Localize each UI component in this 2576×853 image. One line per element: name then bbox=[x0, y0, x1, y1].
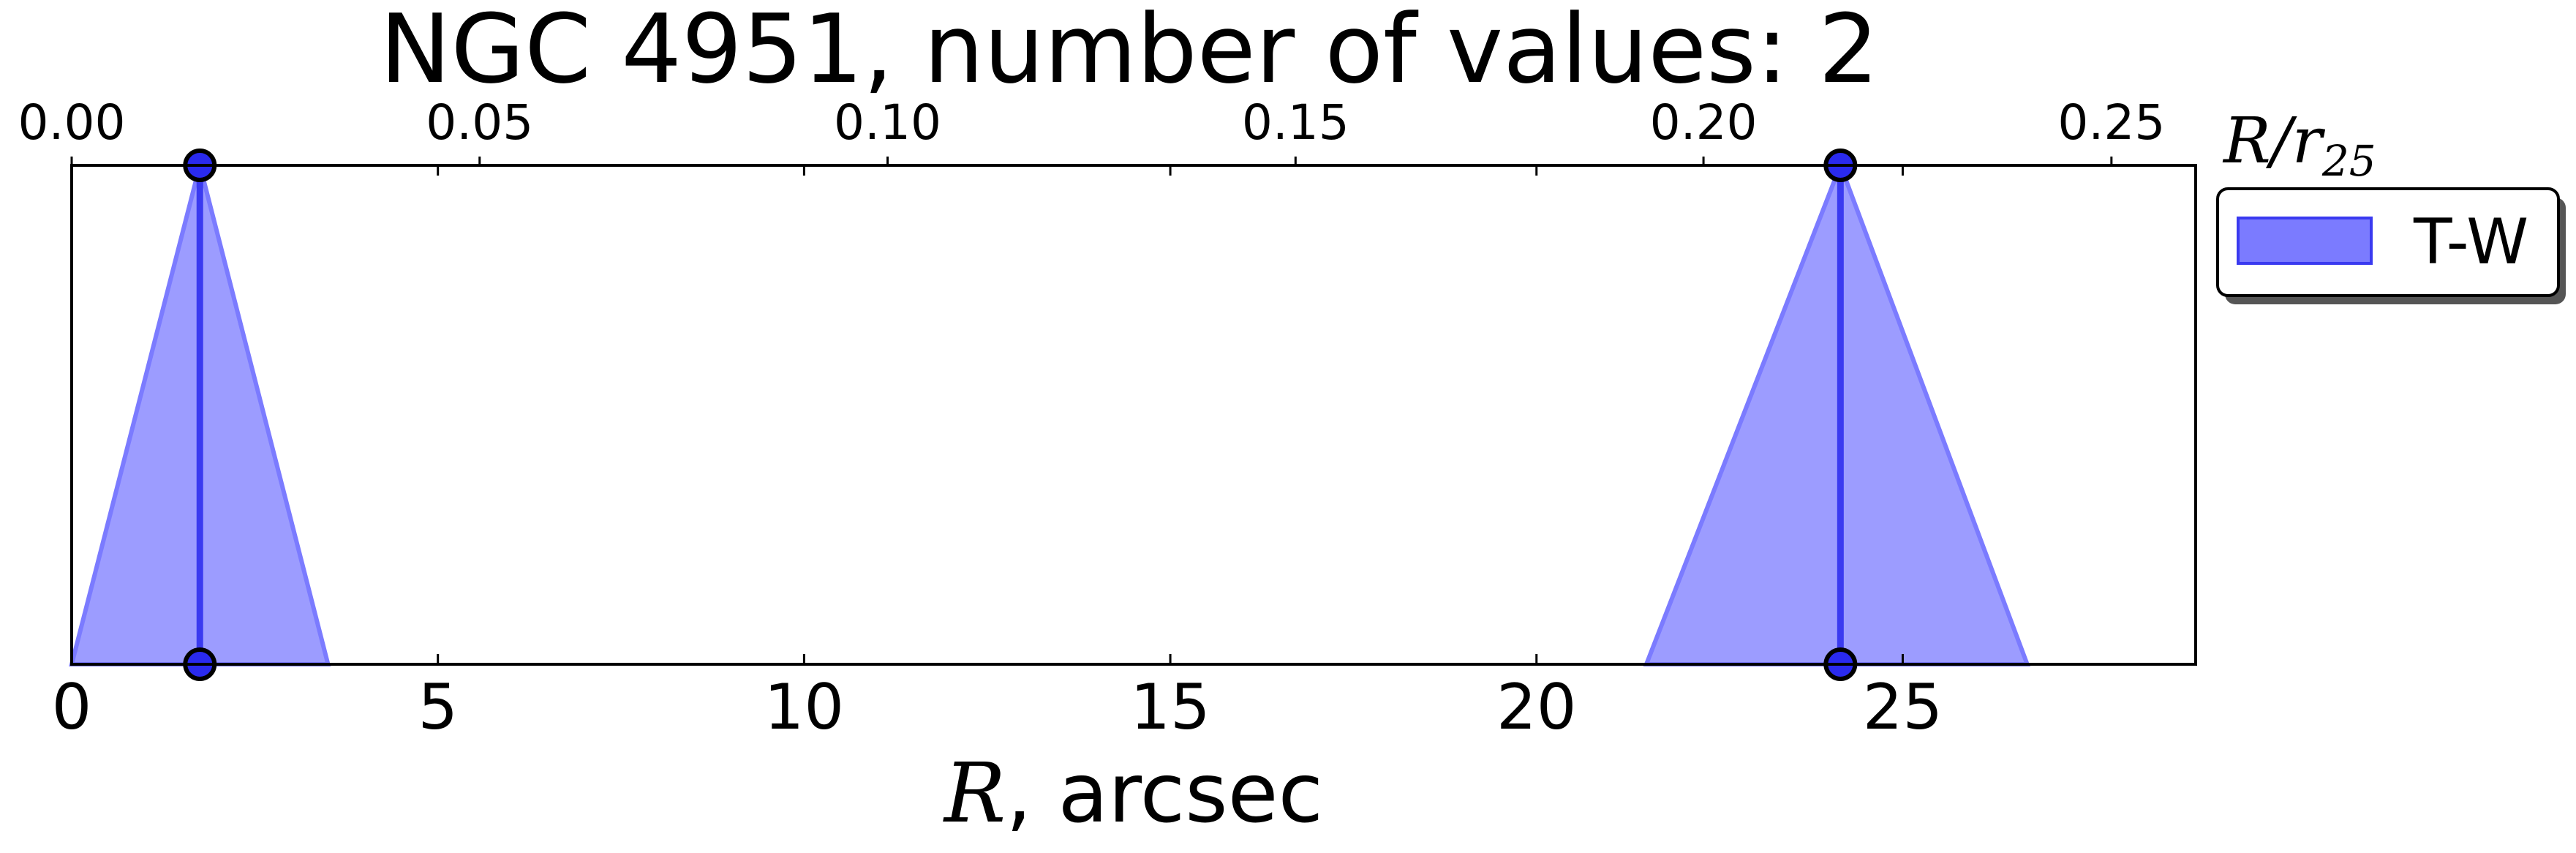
top-tick-label: 0.00 bbox=[18, 94, 126, 151]
top-axis-label-main: R/r bbox=[2222, 105, 2326, 178]
legend-box bbox=[2216, 187, 2560, 297]
x-tick-label: 10 bbox=[764, 671, 844, 744]
legend-swatch-t-w bbox=[2237, 217, 2373, 265]
plot-frame bbox=[70, 164, 2197, 666]
x-tick-label: 15 bbox=[1130, 671, 1210, 744]
top-tick-label: 0.20 bbox=[1650, 94, 1758, 151]
legend: T-W bbox=[2216, 187, 2566, 304]
x-tick-label: 20 bbox=[1496, 671, 1576, 744]
top-axis-label-subscript: 25 bbox=[2321, 136, 2376, 186]
top-axis-label: R/r25 bbox=[2222, 105, 2376, 186]
x-axis-label-symbol: R bbox=[943, 746, 1006, 841]
value-band bbox=[1643, 159, 2031, 666]
x-tick-label: 5 bbox=[418, 671, 458, 744]
top-tick-label: 0.15 bbox=[1242, 94, 1349, 151]
top-tick-label: 0.25 bbox=[2057, 94, 2165, 151]
chart-title: NGC 4951, number of values: 2 bbox=[380, 0, 1879, 105]
x-tick-label: 25 bbox=[1863, 671, 1943, 744]
legend-label-t-w: T-W bbox=[2413, 206, 2528, 279]
top-tick-label: 0.05 bbox=[426, 94, 533, 151]
top-tick-label: 0.10 bbox=[834, 94, 941, 151]
bottom-axis-ticks: 0 5 10 15 20 25 bbox=[52, 165, 1943, 744]
x-tick-label: 0 bbox=[52, 671, 92, 744]
data-layer bbox=[69, 149, 2031, 681]
x-axis-label: R, arcsec bbox=[943, 746, 1323, 841]
x-axis-label-unit: , arcsec bbox=[1006, 746, 1323, 841]
top-axis-ticks: 0.00 0.05 0.10 0.15 0.20 0.25 bbox=[18, 94, 2165, 165]
